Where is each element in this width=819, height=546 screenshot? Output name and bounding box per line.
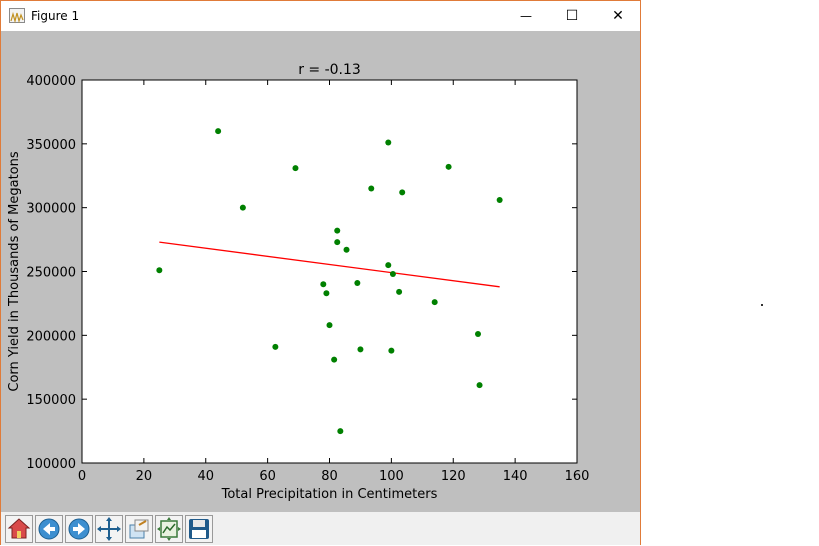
scatter-point	[399, 189, 406, 196]
y-tick-label: 300000	[26, 202, 76, 217]
pan-button[interactable]	[95, 515, 123, 543]
matplotlib-app-icon	[9, 8, 25, 24]
scatter-point	[156, 267, 163, 274]
title-bar[interactable]: Figure 1 — ☐ ✕	[1, 1, 640, 31]
scatter-point	[357, 346, 364, 353]
axes-background	[81, 79, 578, 464]
forward-icon	[68, 518, 90, 540]
x-tick-label: 20	[136, 469, 153, 484]
x-tick-label: 140	[503, 469, 528, 484]
y-tick-label: 150000	[26, 393, 76, 408]
save-icon	[189, 519, 209, 539]
x-tick-label: 0	[78, 469, 86, 484]
figure-canvas[interactable]: 0 20 40 60 80 100 120 140 160 100000 150000 200000 2…	[1, 31, 640, 512]
scatter-point	[292, 165, 299, 172]
y-axis-label: Corn Yield in Thousands of Megatons	[7, 151, 22, 391]
back-icon	[38, 518, 60, 540]
y-tick-label: 400000	[26, 74, 76, 89]
home-icon	[7, 518, 31, 539]
close-button[interactable]: ✕	[595, 1, 641, 31]
subplots-button[interactable]	[155, 515, 183, 543]
y-tick-label: 250000	[26, 266, 76, 281]
x-tick-label: 40	[197, 469, 214, 484]
save-button[interactable]	[185, 515, 213, 543]
scatter-point	[343, 246, 350, 253]
back-button[interactable]	[35, 515, 63, 543]
y-tick-label: 350000	[26, 138, 76, 153]
pan-icon	[97, 517, 121, 541]
regression-line	[159, 241, 500, 288]
close-icon: ✕	[612, 8, 624, 24]
maximize-button[interactable]: ☐	[549, 1, 595, 31]
scatter-point	[385, 139, 392, 146]
maximize-icon: ☐	[565, 8, 579, 24]
x-tick-label: 100	[379, 469, 404, 484]
scatter-point	[331, 356, 338, 363]
scatter-point	[354, 279, 361, 286]
y-tick-label: 100000	[26, 457, 76, 472]
scatter-point	[476, 382, 483, 389]
scatter-point	[445, 163, 452, 170]
figure-window: Figure 1 — ☐ ✕ 0 20 40 60 80 100 120 140 160 1000…	[0, 0, 641, 545]
scatter-point	[368, 185, 375, 192]
x-tick-label: 80	[321, 469, 338, 484]
minimize-button[interactable]: —	[503, 1, 549, 31]
scatter-point	[389, 271, 396, 278]
x-tick-label: 120	[441, 469, 466, 484]
chart-title: r = -0.13	[298, 62, 361, 78]
window-title: Figure 1	[31, 9, 80, 23]
x-tick-label: 60	[259, 469, 276, 484]
minimize-icon: —	[520, 9, 532, 23]
scatter-point	[475, 331, 481, 338]
scatter-point	[496, 197, 503, 204]
scatter-point	[323, 290, 330, 297]
edit-axis-icon	[157, 517, 181, 541]
scatter-point	[215, 128, 222, 135]
y-tick-label: 200000	[26, 329, 76, 344]
scatter-point	[385, 262, 392, 269]
scatter-point	[334, 227, 341, 234]
scatter-point	[272, 343, 279, 350]
stray-pixel	[761, 304, 763, 306]
forward-button[interactable]	[65, 515, 93, 543]
scatter-point	[239, 204, 246, 211]
zoom-button[interactable]	[125, 515, 153, 543]
scatter-point	[396, 288, 403, 295]
navigation-toolbar	[1, 512, 640, 545]
scatter-point	[431, 299, 438, 306]
x-tick-label: 160	[565, 469, 590, 484]
scatter-point	[337, 428, 344, 435]
configure-subplots-icon	[129, 519, 149, 539]
scatter-point	[326, 322, 333, 329]
scatter-point	[334, 239, 341, 246]
scatter-point	[388, 347, 395, 354]
scatter-point	[320, 281, 327, 288]
x-axis-label: Total Precipitation in Centimeters	[221, 487, 438, 502]
home-button[interactable]	[5, 515, 33, 543]
scatter-chart: 0 20 40 60 80 100 120 140 160 100000 150000 200000 2…	[7, 62, 590, 502]
